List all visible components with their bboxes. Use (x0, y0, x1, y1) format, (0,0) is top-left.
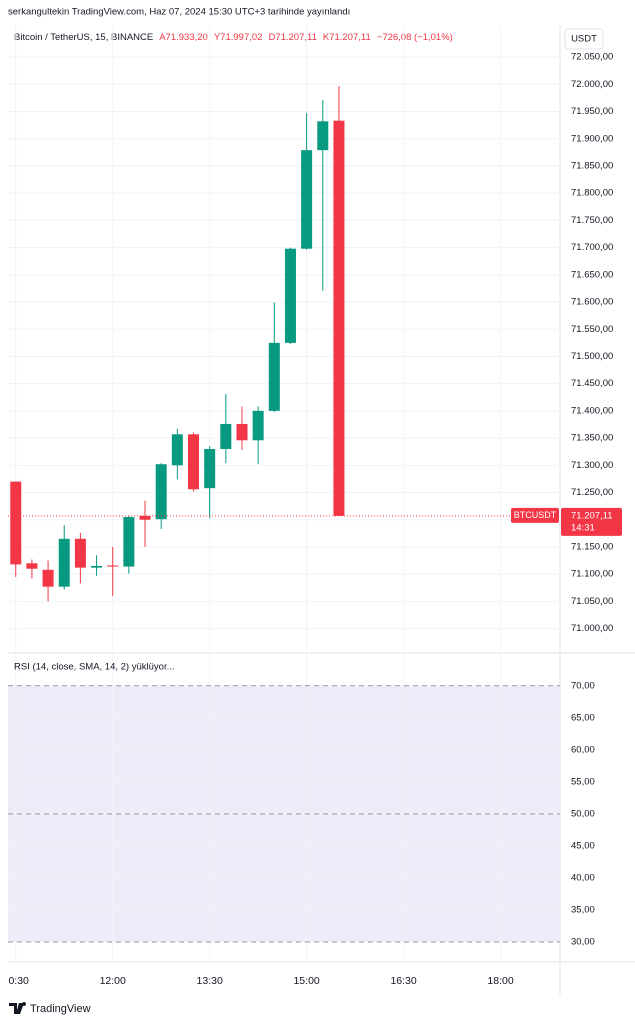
legend-value: A71.933,20 (159, 32, 208, 43)
x-tick-label: 18:00 (487, 975, 513, 987)
x-tick-label: 16:30 (390, 975, 416, 987)
y-tick-label: 71.550,00 (571, 324, 613, 335)
candle-body (171, 434, 183, 466)
candle-body (107, 565, 119, 567)
y-tick-label: 71.950,00 (571, 106, 613, 117)
candle-body (268, 342, 280, 411)
candle-body (236, 423, 248, 441)
candle-body (26, 563, 38, 569)
price-tag-label: 71.207,11 (571, 510, 613, 521)
symbol-tag-label: BTCUSDT (514, 510, 557, 520)
time-axis: 10:30 12:00 13:30 15:00 16:30 18:00 (3, 975, 514, 987)
candle-body (42, 569, 54, 587)
y-tick-label: 40,00 (571, 872, 595, 883)
currency: USDT (571, 34, 597, 45)
y-tick-label: 71.000,00 (571, 623, 613, 634)
candle-body (301, 150, 313, 249)
candle-body (10, 481, 22, 565)
rsi-title: RSI (14, close, SMA, 14, 2) yüklüyor... (14, 662, 175, 673)
publisher-note: serkangultekin TradingView.com, Haz 07, … (8, 7, 350, 18)
y-tick-label: 30,00 (571, 937, 595, 948)
price-pane (8, 25, 560, 652)
y-tick-label: 72.000,00 (571, 79, 613, 90)
y-tick-label: 71.800,00 (571, 188, 613, 199)
candle-body (252, 410, 264, 441)
y-tick-label: 71.900,00 (571, 133, 613, 144)
y-tick-label: 71.600,00 (571, 297, 613, 308)
brand: TradingView (30, 1003, 91, 1015)
y-tick-label: 71.850,00 (571, 160, 613, 171)
y-tick-label: 60,00 (571, 744, 595, 755)
y-tick-label: 45,00 (571, 840, 595, 851)
y-tick-label: 35,00 (571, 905, 595, 916)
symbol-tag (511, 507, 559, 523)
candle-body (123, 517, 135, 567)
y-tick-label: 71.350,00 (571, 433, 613, 444)
x-tick-label: 13:30 (197, 975, 223, 987)
legend-value: K71.207,11 (323, 32, 371, 43)
y-tick-label: 72.050,00 (571, 52, 613, 63)
candle-body (58, 538, 70, 587)
y-tick-label: 65,00 (571, 712, 595, 723)
candle-body (204, 448, 216, 489)
candle-body (333, 120, 345, 516)
countdown-label: 14:31 (571, 522, 595, 533)
legend: Bitcoin / TetherUS, 15, BINANCE A71.933,2… (14, 32, 453, 43)
y-tick-label: 71.150,00 (571, 541, 613, 552)
y-tick-label: 71.750,00 (571, 215, 613, 226)
y-tick-label: 71.050,00 (571, 596, 613, 607)
y-tick-label: 71.500,00 (571, 351, 613, 362)
price-tag (561, 507, 622, 536)
currency-box[interactable] (564, 28, 604, 50)
x-tick-label: 10:30 (3, 975, 29, 987)
candle-body (139, 515, 151, 520)
x-tick-label: 15:00 (293, 975, 319, 987)
legend-value: Y71.997,02 (214, 32, 263, 43)
legend-value: D71.207,11 (268, 32, 316, 43)
candle-body (317, 121, 329, 151)
legend-symbol: Bitcoin / TetherUS, 15, BINANCE (14, 32, 153, 43)
x-tick-label: 12:00 (100, 975, 126, 987)
y-tick-label: 71.700,00 (571, 242, 613, 253)
y-tick-label: 70,00 (571, 680, 595, 691)
candle-body (188, 434, 200, 490)
candle-body (91, 566, 103, 568)
y-tick-label: 50,00 (571, 808, 595, 819)
axes: 72.050,00 72.000,00 71.950,00 71.900,00 71.8… (511, 52, 622, 948)
candle-body (155, 464, 167, 520)
y-tick-label: 71.300,00 (571, 460, 613, 471)
y-tick-label: 71.400,00 (571, 405, 613, 416)
candle-body (284, 248, 296, 343)
legend-value: −726,08 (−1,01%) (377, 32, 453, 43)
y-tick-label: 55,00 (571, 776, 595, 787)
candle-body (74, 538, 86, 568)
candle-body (220, 423, 232, 449)
y-tick-label: 71.450,00 (571, 378, 613, 389)
y-tick-label: 71.250,00 (571, 487, 613, 498)
y-tick-label: 71.100,00 (571, 569, 613, 580)
rsi-pane (8, 655, 560, 960)
brand-logo (9, 1002, 27, 1014)
y-tick-label: 71.650,00 (571, 269, 613, 280)
